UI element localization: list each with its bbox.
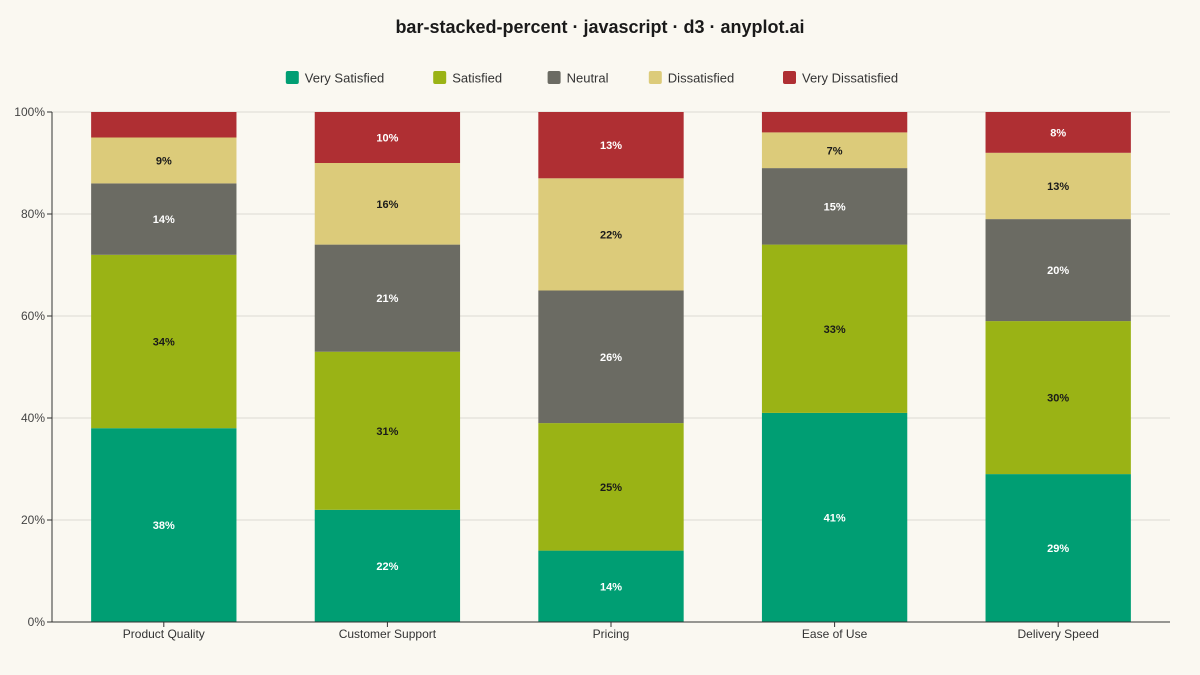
x-tick-label: Product Quality (123, 627, 205, 641)
legend-swatch (783, 71, 796, 84)
bar-segment (538, 178, 684, 291)
data-label: 21% (376, 293, 398, 305)
data-label: 13% (1047, 181, 1069, 193)
legend-swatch (433, 71, 447, 84)
data-label: 31% (376, 426, 398, 438)
data-label: 10% (376, 133, 398, 145)
bar-segment (314, 351, 461, 510)
bar-segment (761, 132, 908, 169)
bar-segment (761, 168, 908, 245)
data-label: 14% (153, 214, 175, 226)
data-label: 41% (824, 512, 846, 524)
data-label: 7% (827, 145, 843, 157)
y-tick-label: 0% (28, 615, 46, 629)
bar-segment (91, 112, 237, 138)
bar-segment (314, 112, 461, 163)
data-label: 38% (153, 520, 175, 532)
data-label: 13% (600, 140, 622, 152)
y-tick-label: 40% (21, 411, 45, 425)
x-tick-label: Customer Support (339, 627, 437, 641)
bar-segment (985, 219, 1131, 322)
bar-segment (761, 244, 908, 413)
data-label: 29% (1047, 543, 1069, 555)
data-label: 26% (600, 352, 622, 364)
data-label: 14% (600, 581, 622, 593)
data-label: 30% (1047, 393, 1069, 405)
bar-segment (761, 112, 908, 133)
legend-entry: Very Satisfied (305, 71, 385, 86)
chart-title: bar-stacked-percent · javascript · d3 · … (395, 17, 804, 37)
bar-segment (538, 290, 684, 424)
data-label: 34% (153, 337, 175, 349)
x-tick-label: Ease of Use (802, 627, 868, 641)
bar-segment (314, 163, 461, 245)
bar-segment (91, 254, 237, 429)
legend-entry: Neutral (567, 71, 609, 86)
bar-segment (761, 412, 908, 622)
data-label: 9% (156, 155, 172, 167)
bar-segment (985, 112, 1131, 153)
bars (91, 112, 1131, 622)
data-label: 33% (824, 324, 846, 336)
bar-segment (91, 183, 237, 255)
data-label: 20% (1047, 265, 1069, 277)
y-tick-label: 100% (14, 105, 45, 119)
x-tick-label: Delivery Speed (1018, 627, 1099, 641)
y-tick-label: 80% (21, 207, 45, 221)
y-tick-label: 20% (21, 513, 45, 527)
legend-swatch (285, 71, 299, 84)
legend-entry: Dissatisfied (668, 71, 734, 86)
bar-segment (314, 244, 461, 352)
data-label: 22% (376, 561, 398, 573)
bar-segment (985, 474, 1131, 622)
bar-segment (91, 137, 237, 184)
legend-entry: Satisfied (452, 71, 502, 86)
data-label: 8% (1050, 127, 1066, 139)
x-tick-label: Pricing (593, 627, 630, 641)
bar-segment (314, 509, 461, 622)
data-label: 16% (376, 199, 398, 211)
legend-entry: Very Dissatisfied (802, 71, 898, 86)
bar-segment (91, 428, 237, 622)
axes: 0% 20% 40% 60% 80% 100% Product Quality Custome… (14, 105, 1170, 641)
bar-segment (538, 112, 684, 179)
bar-segment (538, 423, 684, 551)
bar-segment (985, 152, 1131, 220)
bar-segment (538, 550, 684, 622)
bar-segment (985, 321, 1131, 475)
data-label: 25% (600, 482, 622, 494)
legend-swatch (547, 71, 561, 84)
y-tick-label: 60% (21, 309, 45, 323)
legend: Very Satisfied Satisfied Neutral Dissatisfi… (285, 71, 898, 86)
data-label: 15% (824, 201, 846, 213)
data-labels: 38% 34% 14% 9% 22% 31% 21% 16% 10% 14% 25% 26% 22% 13… (153, 127, 1070, 593)
legend-swatch (648, 71, 662, 84)
data-label: 22% (600, 229, 622, 241)
